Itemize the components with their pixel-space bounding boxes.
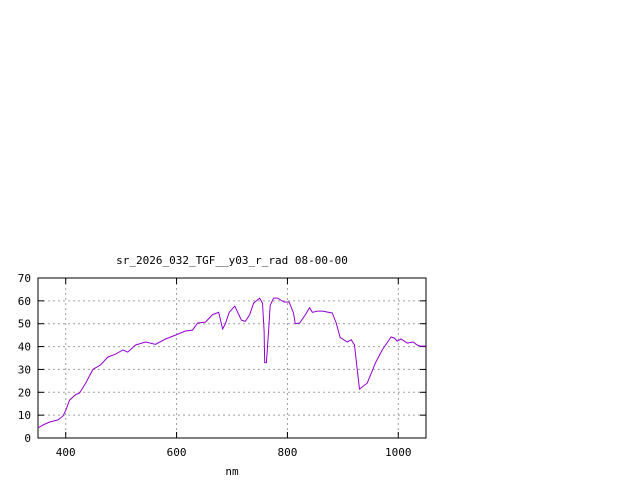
- y-tick-label: 20: [18, 386, 31, 399]
- y-tick-label: 50: [18, 318, 31, 331]
- x-tick-label: 400: [56, 446, 76, 459]
- x-axis-label: nm: [225, 465, 239, 478]
- y-tick-label: 40: [18, 341, 31, 354]
- plot-border: [37, 277, 427, 439]
- y-tick-label: 70: [18, 272, 31, 285]
- ticks: 0 10 20 30 40 50 60 70 400 600 800 1000: [18, 272, 426, 459]
- y-tick-label: 60: [18, 295, 31, 308]
- x-tick-label: 1000: [385, 446, 412, 459]
- grid: [38, 278, 426, 438]
- series-line: [37, 297, 426, 429]
- y-tick-label: 10: [18, 409, 31, 422]
- y-tick-label: 30: [18, 363, 31, 376]
- y-tick-label: 0: [24, 432, 31, 445]
- chart-title: sr_2026_032_TGF__y03_r_rad 08-00-00: [116, 254, 348, 267]
- x-tick-label: 800: [277, 446, 297, 459]
- x-tick-label: 600: [167, 446, 187, 459]
